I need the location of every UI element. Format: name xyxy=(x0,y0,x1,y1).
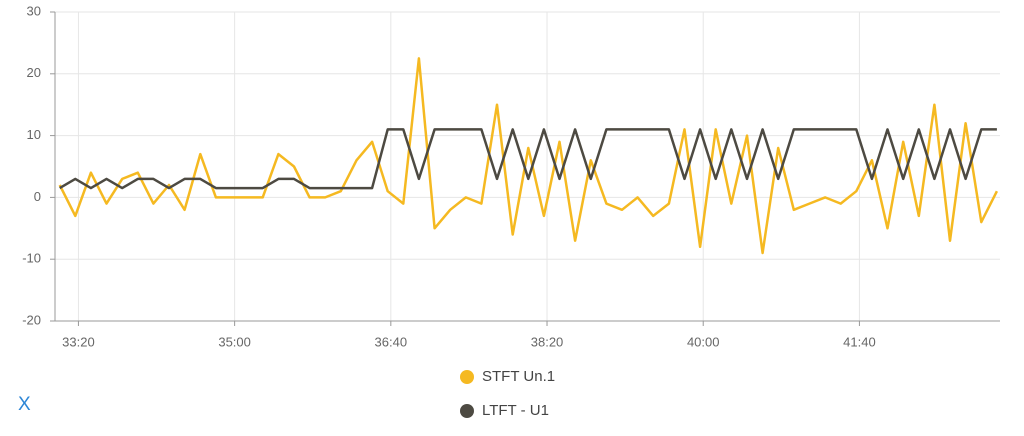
y-tick-label: 30 xyxy=(27,3,41,18)
legend: STFT Un.1 LTFT - U1 xyxy=(460,368,555,419)
y-tick-label: 20 xyxy=(27,65,41,80)
legend-swatch xyxy=(460,404,474,418)
legend-label: LTFT - U1 xyxy=(482,402,549,419)
y-tick-label: 10 xyxy=(27,127,41,142)
x-tick-label: 35:00 xyxy=(218,334,251,349)
series-line xyxy=(58,57,999,255)
x-tick-label: 38:20 xyxy=(531,334,564,349)
legend-label: STFT Un.1 xyxy=(482,368,555,385)
legend-swatch xyxy=(460,370,474,384)
series-line xyxy=(59,128,997,190)
close-button[interactable]: X xyxy=(18,394,31,415)
y-tick-label: -10 xyxy=(22,251,41,266)
y-tick-label: -20 xyxy=(22,312,41,327)
y-tick-label: 0 xyxy=(34,189,41,204)
x-tick-label: 33:20 xyxy=(62,334,95,349)
x-tick-label: 41:40 xyxy=(843,334,876,349)
x-tick-label: 40:00 xyxy=(687,334,720,349)
x-tick-label: 36:40 xyxy=(375,334,408,349)
